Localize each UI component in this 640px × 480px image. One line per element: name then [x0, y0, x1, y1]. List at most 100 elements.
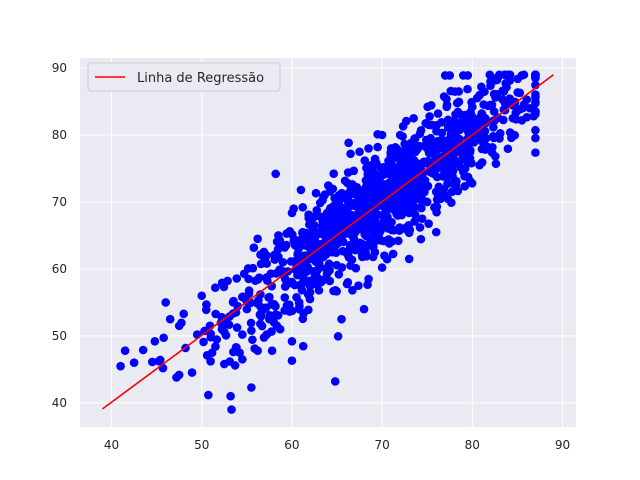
- data-point: [400, 139, 409, 149]
- data-point: [323, 230, 333, 239]
- data-point: [460, 182, 470, 191]
- data-point: [255, 310, 265, 319]
- data-point: [459, 110, 469, 120]
- y-tick-label: 80: [52, 128, 67, 142]
- data-point: [495, 70, 504, 80]
- data-point: [409, 113, 418, 123]
- data-point: [259, 333, 269, 342]
- data-point: [238, 355, 247, 364]
- y-tick-label: 60: [52, 262, 67, 276]
- data-point: [238, 330, 247, 339]
- data-point: [454, 97, 464, 107]
- data-point: [284, 303, 294, 312]
- data-point: [362, 219, 372, 229]
- data-point: [298, 271, 308, 281]
- data-point: [271, 169, 280, 179]
- data-point: [390, 176, 399, 186]
- data-point: [305, 280, 315, 290]
- data-point: [505, 70, 515, 80]
- regression-line: [102, 74, 554, 410]
- y-axis-tick-labels: 40 50 60 70 80 90: [52, 61, 67, 410]
- data-point: [452, 176, 461, 186]
- data-point: [433, 136, 442, 146]
- data-point: [150, 336, 160, 346]
- data-point: [379, 210, 388, 220]
- data-point: [267, 346, 277, 355]
- data-point: [206, 357, 215, 366]
- data-point: [336, 206, 345, 215]
- data-point: [448, 121, 458, 131]
- data-point: [483, 101, 493, 111]
- x-axis-tick-labels: 40 50 60 70 80 90: [104, 438, 570, 452]
- data-point: [246, 318, 256, 328]
- data-point: [467, 97, 476, 107]
- data-point: [442, 102, 452, 112]
- data-point: [336, 194, 345, 204]
- data-point: [227, 405, 236, 414]
- data-point: [324, 181, 333, 190]
- data-point: [416, 234, 426, 244]
- data-point: [406, 184, 416, 194]
- data-point: [376, 163, 385, 172]
- data-point: [476, 118, 486, 127]
- data-point: [318, 252, 328, 262]
- data-point: [489, 123, 498, 132]
- data-point: [370, 234, 380, 244]
- data-point: [442, 94, 451, 104]
- data-point: [254, 296, 263, 305]
- data-point: [340, 176, 350, 186]
- data-point: [491, 93, 500, 102]
- data-point: [420, 176, 430, 185]
- data-point: [298, 278, 308, 287]
- data-point: [161, 298, 170, 307]
- data-point: [275, 324, 285, 334]
- data-point: [426, 101, 436, 110]
- data-point: [154, 356, 164, 366]
- data-point: [443, 179, 452, 188]
- data-point: [475, 90, 484, 100]
- data-point: [363, 170, 373, 180]
- data-point: [370, 154, 380, 164]
- data-point: [177, 318, 186, 328]
- data-point: [343, 168, 353, 177]
- data-point: [179, 309, 189, 319]
- data-point: [280, 293, 290, 302]
- data-point: [519, 70, 529, 80]
- data-point: [249, 243, 259, 252]
- data-point: [199, 337, 208, 347]
- data-point: [315, 229, 324, 239]
- data-point: [448, 166, 458, 176]
- data-point: [373, 210, 382, 219]
- data-point: [363, 280, 372, 290]
- data-point: [355, 147, 364, 157]
- data-point: [522, 112, 532, 122]
- data-point: [266, 269, 276, 279]
- data-point: [388, 249, 398, 259]
- data-point: [489, 107, 499, 116]
- data-point: [398, 132, 407, 141]
- data-point: [298, 314, 308, 324]
- data-point: [518, 103, 528, 113]
- data-point: [369, 242, 378, 251]
- data-point: [318, 239, 328, 248]
- data-point: [231, 342, 241, 352]
- data-point: [287, 356, 297, 366]
- data-point: [445, 71, 455, 80]
- data-point: [346, 240, 355, 250]
- data-point: [200, 326, 209, 336]
- data-point: [197, 291, 207, 301]
- data-point: [421, 119, 430, 128]
- data-point: [204, 390, 213, 400]
- data-point: [405, 166, 415, 175]
- data-point: [413, 177, 422, 187]
- data-point: [138, 345, 148, 355]
- data-point: [348, 180, 357, 189]
- data-point: [221, 331, 231, 340]
- data-point: [442, 143, 451, 153]
- data-point: [503, 144, 513, 154]
- data-point: [422, 138, 431, 148]
- data-point: [513, 74, 522, 84]
- x-tick-label: 40: [104, 438, 119, 452]
- data-point: [315, 198, 325, 208]
- data-point: [425, 112, 434, 121]
